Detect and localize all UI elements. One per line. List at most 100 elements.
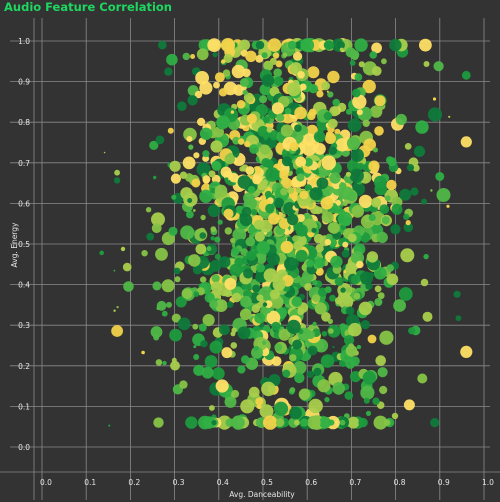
scatter-point: [410, 187, 419, 196]
scatter-point: [314, 257, 326, 269]
scatter-point: [371, 197, 382, 208]
scatter-point: [460, 345, 473, 358]
scatter-point: [230, 342, 238, 349]
scatter-point: [174, 276, 181, 283]
scatter-point: [329, 172, 341, 184]
scatter-point: [343, 270, 347, 274]
scatter-point: [446, 204, 450, 208]
scatter-point: [294, 106, 307, 120]
scatter-point: [151, 223, 162, 234]
scatter-point: [341, 249, 350, 258]
scatter-point: [155, 135, 165, 145]
scatter-point: [460, 136, 472, 148]
scatter-point: [263, 268, 278, 283]
scatter-point: [367, 334, 377, 344]
scatter-point: [217, 219, 223, 225]
scatter-point: [179, 380, 188, 389]
scatter-point: [338, 182, 347, 190]
scatter-point: [335, 199, 341, 206]
scatter-point: [365, 410, 372, 416]
scatter-point: [461, 70, 471, 80]
scatter-point: [246, 113, 257, 124]
scatter-point: [358, 301, 373, 316]
scatter-point: [254, 231, 265, 242]
scatter-point: [295, 249, 308, 262]
scatter-point: [338, 194, 344, 200]
scatter-point: [261, 52, 268, 59]
scatter-point: [192, 323, 199, 330]
scatter-point: [293, 240, 303, 251]
scatter-point: [304, 184, 312, 192]
scatter-point: [298, 388, 311, 401]
y-tick-labels: 0.0 0.1 0.2 0.3 0.4 0.5 0.6 0.7 0.8 0.9 1.0: [18, 37, 30, 452]
scatter-point: [261, 74, 275, 87]
scatter-point: [282, 213, 286, 218]
scatter-point: [295, 224, 308, 237]
scatter-point: [340, 287, 346, 293]
scatter-point: [336, 40, 345, 50]
scatter-point: [310, 177, 318, 186]
scatter-point: [284, 257, 298, 271]
scatter-point: [199, 189, 213, 203]
scatter-point: [209, 259, 222, 272]
scatter-point: [204, 355, 218, 368]
scatter-point: [413, 145, 426, 157]
scatter-point: [406, 164, 415, 172]
scatter-point: [301, 141, 317, 156]
scatter-point: [185, 416, 198, 429]
scatter-point: [292, 339, 303, 350]
scatter-point: [180, 225, 195, 240]
scatter-point: [314, 143, 326, 155]
scatter-point: [332, 98, 341, 107]
scatter-point: [116, 306, 119, 309]
scatter-point: [250, 209, 258, 216]
scatter-point: [352, 88, 361, 98]
scatter-point: [313, 233, 324, 244]
scatter-point: [455, 315, 462, 322]
x-tick-label-6: 0.6: [305, 478, 317, 487]
scatter-point: [280, 240, 294, 254]
scatter-point: [210, 226, 217, 233]
scatter-point: [166, 301, 172, 308]
scatter-point: [171, 194, 177, 200]
scatter-point: [309, 187, 323, 201]
scatter-point: [239, 308, 252, 321]
scatter-point: [199, 127, 213, 140]
scatter-point: [253, 345, 259, 351]
scatter-point: [403, 399, 415, 411]
scatter-point: [271, 321, 281, 331]
scatter-point: [214, 253, 221, 260]
scatter-point: [211, 161, 222, 171]
x-tick-label-2: 0.2: [128, 478, 140, 487]
scatter-point: [265, 203, 275, 214]
scatter-point: [113, 177, 121, 184]
scatter-point: [245, 236, 256, 247]
scatter-point: [239, 213, 253, 227]
scatter-point: [354, 38, 368, 52]
scatter-point: [282, 369, 291, 378]
scatter-point: [265, 167, 280, 182]
scatter-point: [240, 248, 248, 256]
scatter-point: [169, 328, 183, 342]
scatter-point: [237, 365, 246, 374]
scatter-point: [255, 40, 265, 50]
scatter-point: [151, 212, 165, 227]
scatter-point: [328, 238, 337, 247]
scatter-point: [248, 386, 260, 398]
scatter-point: [408, 327, 416, 335]
x-axis-label: Avg. Danceability: [229, 490, 295, 499]
scatter-point: [259, 95, 268, 104]
scatter-point: [362, 371, 376, 385]
scatter-point: [192, 209, 196, 212]
scatter-point: [215, 379, 229, 393]
scatter-point: [371, 42, 382, 54]
scatter-point: [345, 171, 351, 177]
y-tick-label-3: 0.3: [18, 321, 30, 330]
scatter-point: [240, 295, 252, 308]
scatter-point: [146, 232, 155, 241]
scatter-point: [263, 61, 274, 71]
scatter-point: [218, 88, 228, 97]
scatter-point: [334, 128, 341, 135]
scatter-point: [214, 236, 221, 243]
